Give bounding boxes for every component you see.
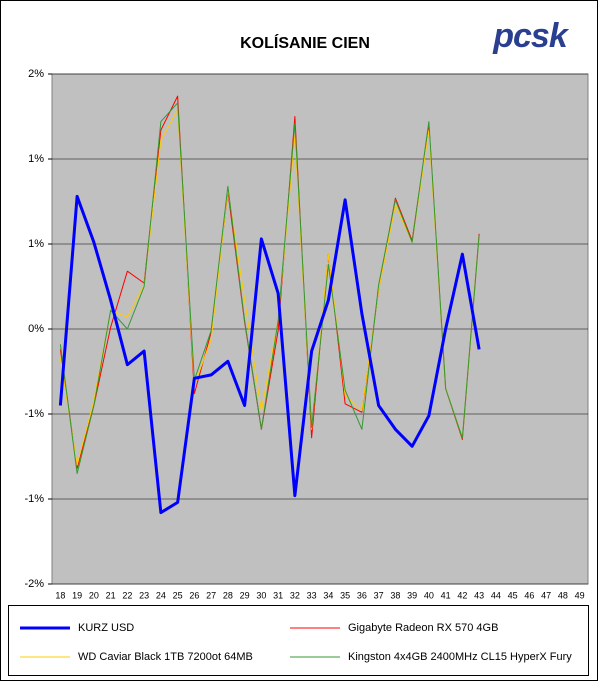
x-tick-label: 36 — [357, 590, 367, 600]
y-tick-label: -1% — [24, 493, 44, 505]
x-tick-label: 48 — [558, 590, 568, 600]
x-tick-label: 22 — [122, 590, 132, 600]
y-tick-label: -1% — [24, 408, 44, 420]
x-tick-label: 34 — [323, 590, 333, 600]
x-tick-label: 38 — [390, 590, 400, 600]
y-tick-label: 0% — [28, 323, 44, 335]
x-tick-label: 42 — [457, 590, 467, 600]
x-tick-label: 19 — [72, 590, 82, 600]
x-tick-label: 30 — [256, 590, 266, 600]
x-tick-label: 26 — [189, 590, 199, 600]
y-tick-label: 1% — [28, 238, 44, 250]
y-tick-label: -2% — [24, 578, 44, 590]
x-tick-label: 24 — [156, 590, 166, 600]
x-tick-label: 37 — [374, 590, 384, 600]
x-tick-label: 23 — [139, 590, 149, 600]
x-tick-label: 29 — [240, 590, 250, 600]
x-tick-label: 40 — [424, 590, 434, 600]
x-tick-label: 27 — [206, 590, 216, 600]
x-tick-label: 32 — [290, 590, 300, 600]
x-tick-label: 18 — [55, 590, 65, 600]
x-tick-label: 33 — [307, 590, 317, 600]
x-tick-label: 47 — [541, 590, 551, 600]
legend — [8, 605, 589, 676]
series-line — [59, 102, 480, 474]
series-line — [58, 194, 481, 515]
y-tick-label: 2% — [28, 68, 44, 80]
legend-label: KURZ USD — [78, 622, 134, 634]
x-tick-label: 46 — [524, 590, 534, 600]
legend-label: Kingston 4x4GB 2400MHz CL15 HyperX Fury — [348, 651, 572, 663]
x-tick-label: 43 — [474, 590, 484, 600]
x-tick-label: 21 — [106, 590, 116, 600]
x-tick-label: 20 — [89, 590, 99, 600]
x-tick-label: 44 — [491, 590, 501, 600]
x-tick-label: 35 — [340, 590, 350, 600]
x-tick-label: 31 — [273, 590, 283, 600]
x-tick-label: 28 — [223, 590, 233, 600]
chart-title: KOLÍSANIE CIEN — [240, 33, 370, 52]
x-tick-label: 49 — [575, 590, 585, 600]
x-tick-label: 25 — [173, 590, 183, 600]
x-tick-label: 45 — [508, 590, 518, 600]
logo: pcsk — [492, 17, 570, 55]
x-tick-label: 41 — [441, 590, 451, 600]
y-tick-label: 1% — [28, 153, 44, 165]
legend-label: Gigabyte Radeon RX 570 4GB — [348, 622, 498, 634]
series-line — [59, 95, 480, 469]
x-tick-label: 39 — [407, 590, 417, 600]
legend-label: WD Caviar Black 1TB 7200ot 64MB — [78, 651, 253, 663]
